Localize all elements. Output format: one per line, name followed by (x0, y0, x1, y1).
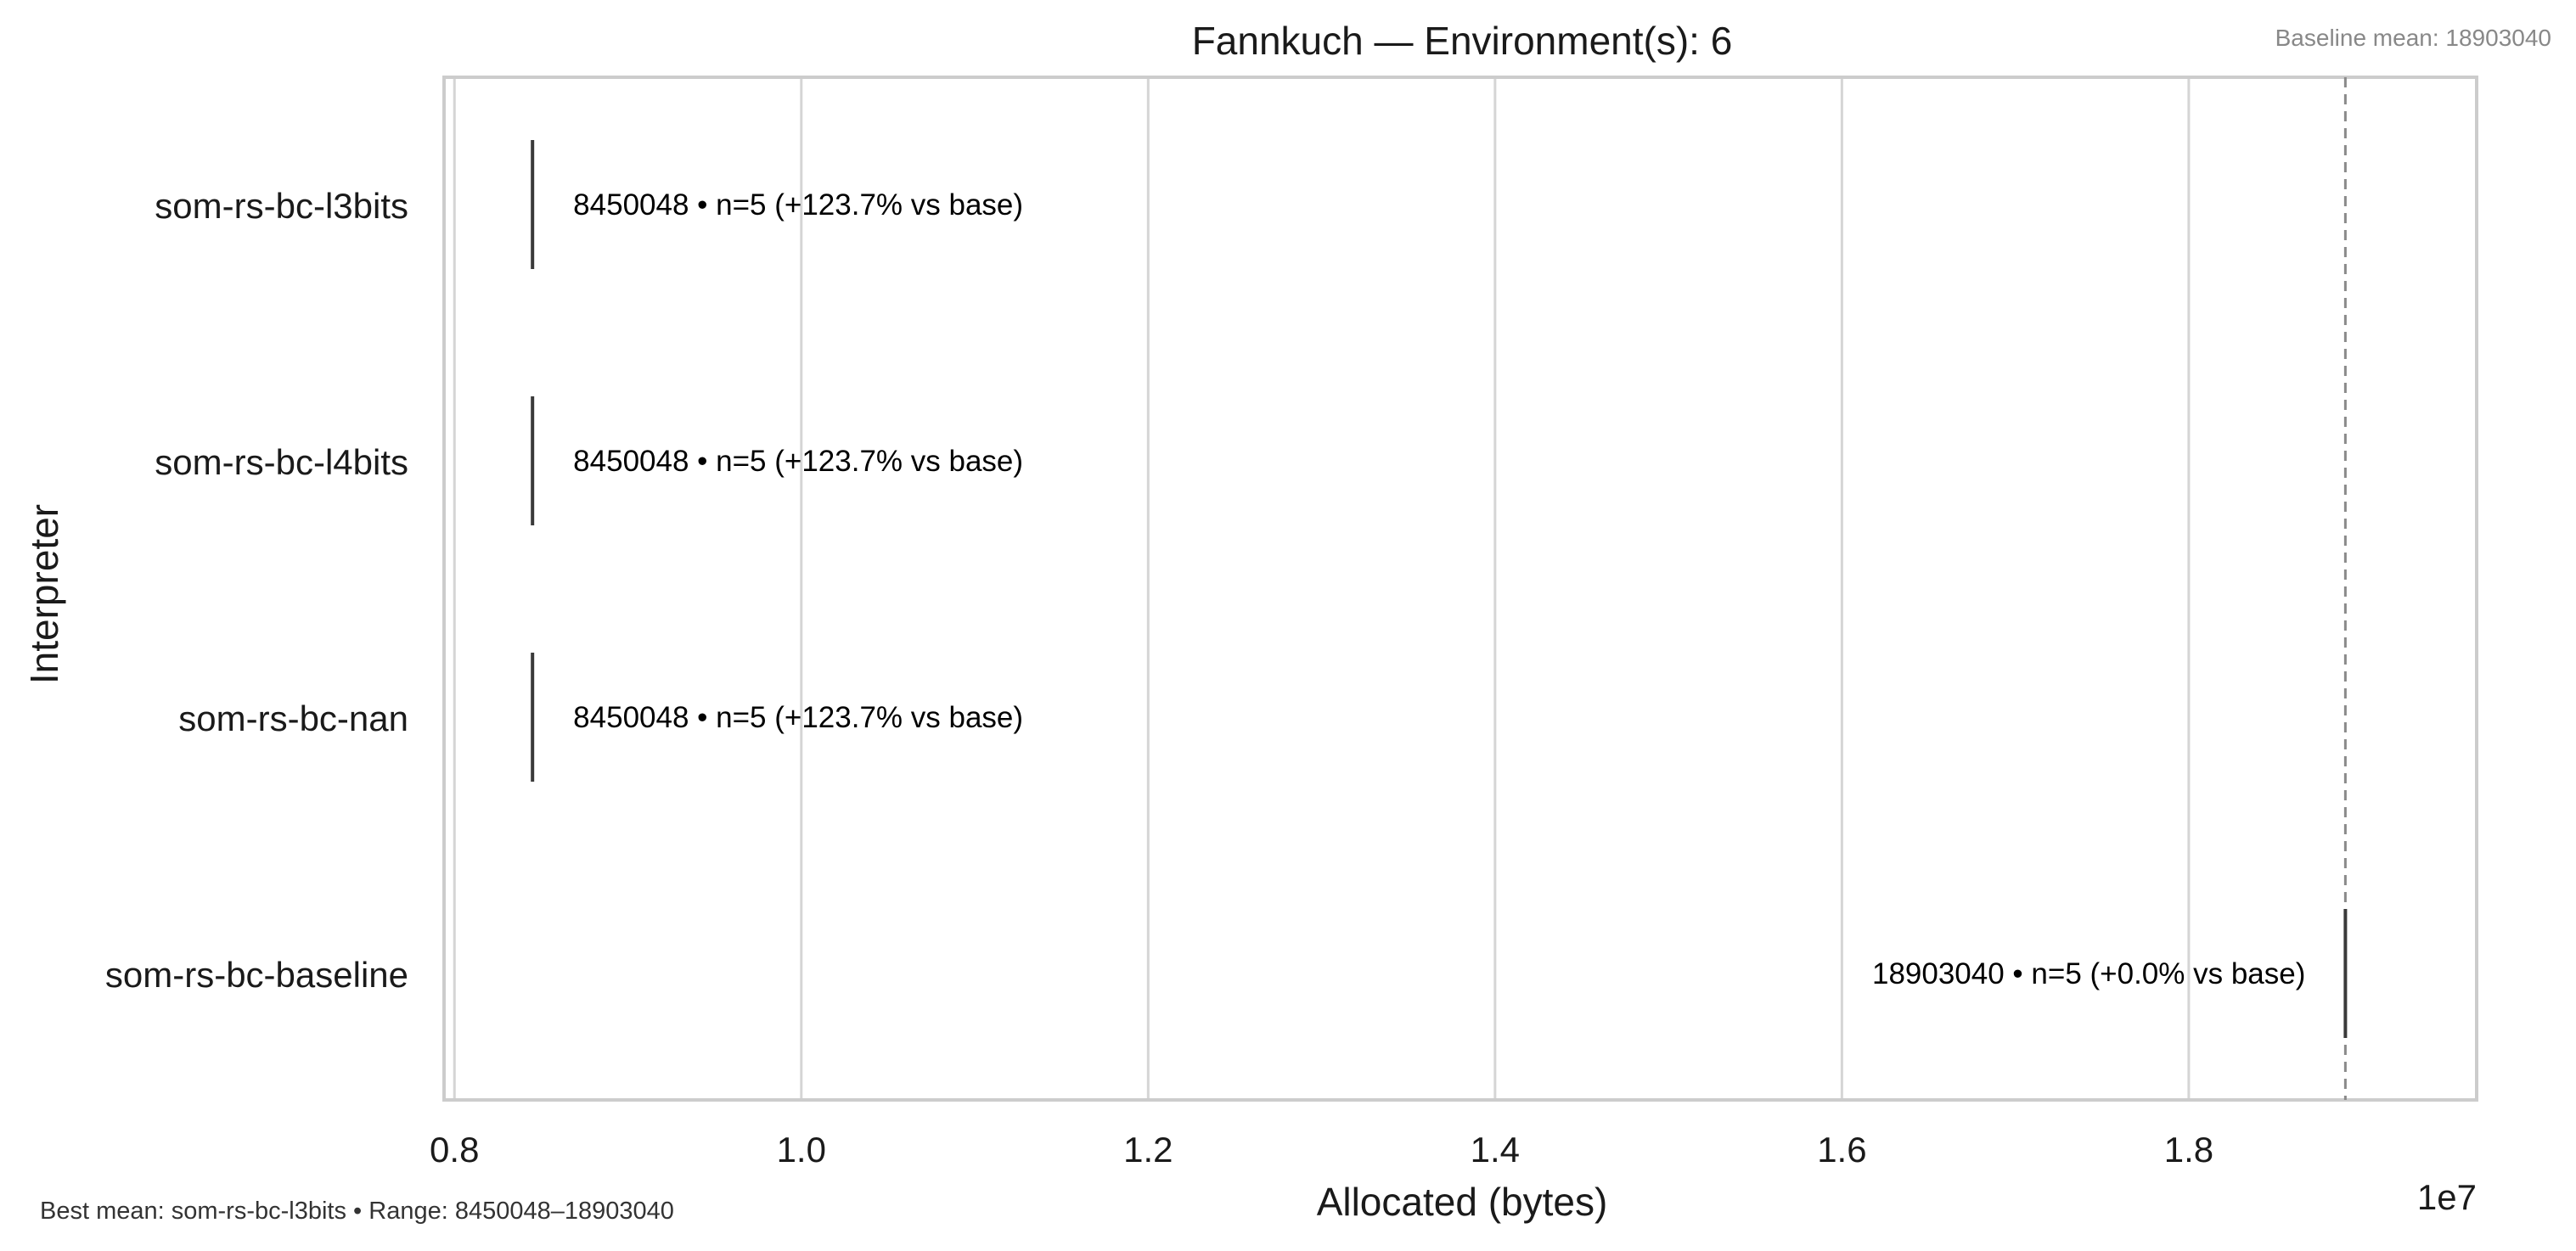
chart-title: Fannkuch — Environment(s): 6 (1192, 19, 1733, 63)
x-tick-label: 1.8 (2164, 1130, 2213, 1170)
y-tick-label: som-rs-bc-baseline (105, 955, 408, 995)
data-label: 8450048 • n=5 (+123.7% vs base) (573, 701, 1023, 734)
x-axis-label: Allocated (bytes) (1317, 1180, 1608, 1224)
x-tick-label: 1.2 (1123, 1130, 1173, 1170)
text-layer: Fannkuch — Environment(s): 6 Baseline me… (22, 19, 2551, 1225)
y-axis-label: Interpreter (22, 504, 66, 684)
data-label: 8450048 • n=5 (+123.7% vs base) (573, 188, 1023, 222)
y-tick-label: som-rs-bc-l3bits (155, 186, 408, 226)
y-tick-label: som-rs-bc-l4bits (155, 442, 408, 482)
grid-layer (453, 77, 2191, 1100)
data-label: 18903040 • n=5 (+0.0% vs base) (1872, 957, 2305, 990)
x-tick-label: 1.0 (777, 1130, 826, 1170)
marks-layer (531, 77, 2348, 1100)
data-label: 8450048 • n=5 (+123.7% vs base) (573, 445, 1023, 478)
x-scale-offset-label: 1e7 (2417, 1177, 2477, 1217)
x-tick-label: 1.4 (1471, 1130, 1520, 1170)
x-tick-label: 0.8 (430, 1130, 479, 1170)
chart-footer: Best mean: som-rs-bc-l3bits • Range: 845… (40, 1198, 674, 1225)
plot-frame (442, 76, 2478, 1102)
baseline-mean-label: Baseline mean: 18903040 (2275, 25, 2551, 51)
y-tick-label: som-rs-bc-nan (178, 698, 408, 738)
x-tick-label: 1.6 (1817, 1130, 1866, 1170)
